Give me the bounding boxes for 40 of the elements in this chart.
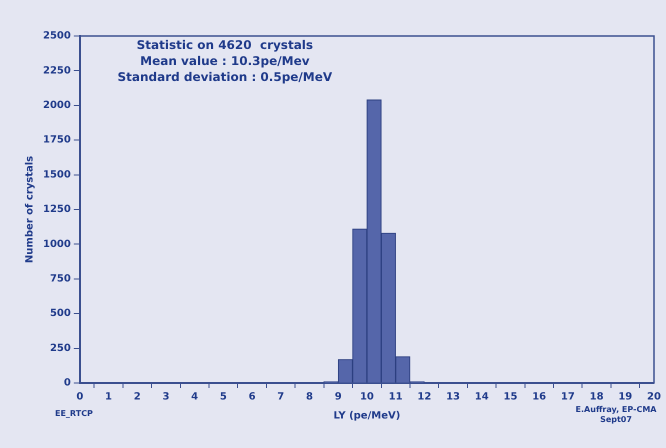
y-tick-label: 1250 <box>42 204 71 216</box>
x-tick-label: 20 <box>647 392 661 403</box>
annotation: Mean value : 10.3pe/Mev <box>140 54 310 68</box>
y-tick-label: 2250 <box>42 65 71 76</box>
y-tick-label: 1750 <box>42 134 71 146</box>
y-axis-title: Number of crystals <box>24 156 36 264</box>
text: Sept07 <box>600 415 632 424</box>
x-tick-label: 11 <box>388 392 403 403</box>
annotation: Statistic on 4620 crystals <box>136 38 314 52</box>
x-axis-title: LY (pe/MeV) <box>334 410 400 422</box>
y-tick-label: 750 <box>50 273 71 284</box>
y-tick-label: 0 <box>64 378 71 389</box>
text: EE_RTCP <box>55 409 94 418</box>
x-tick-label: 18 <box>590 392 604 403</box>
y-tick-label: 2500 <box>42 30 71 42</box>
x-tick-label: 15 <box>503 392 518 403</box>
x-tick-label: 12 <box>417 392 432 403</box>
x-tick-label: 9 <box>334 392 342 403</box>
text: E.Auffray, EP-CMA <box>576 405 658 414</box>
x-tick-label: 14 <box>474 392 489 403</box>
x-tick-label: 10 <box>360 392 374 403</box>
x-tick-label: 0 <box>76 392 84 403</box>
y-tick-label: 1000 <box>42 238 71 250</box>
x-tick-label: 1 <box>105 392 112 403</box>
x-tick-label: 17 <box>560 392 575 403</box>
y-tick-label: 2000 <box>42 100 71 111</box>
x-tick-label: 2 <box>134 392 141 403</box>
y-tick-label: 500 <box>50 308 71 320</box>
x-tick-label: 8 <box>306 392 314 403</box>
x-tick-label: 7 <box>277 392 284 403</box>
x-tick-label: 3 <box>162 392 170 403</box>
x-tick-label: 16 <box>532 392 546 403</box>
x-tick-label: 5 <box>220 392 227 403</box>
x-tick-label: 4 <box>191 392 198 403</box>
y-tick-label: 1500 <box>42 169 71 180</box>
y-tick-label: 250 <box>50 342 71 354</box>
x-tick-label: 13 <box>446 392 460 403</box>
x-tick-label: 6 <box>248 392 256 403</box>
annotation: Standard deviation : 0.5pe/MeV <box>117 70 333 84</box>
x-tick-label: 19 <box>618 392 632 403</box>
